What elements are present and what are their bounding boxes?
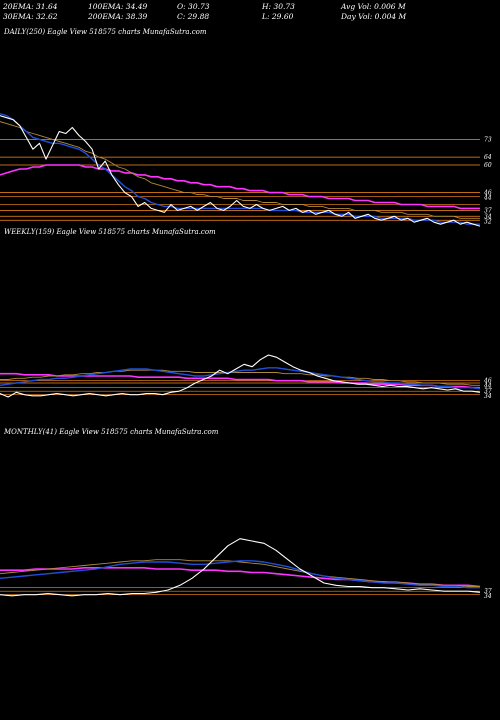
open-stat: O: 30.73 bbox=[177, 2, 210, 11]
daily-panel-title: DAILY(250) Eagle View 518575 charts Muna… bbox=[4, 28, 207, 36]
monthly-level-label: 34 bbox=[484, 593, 492, 600]
monthly-panel: MONTHLY(41) Eagle View 518575 charts Mun… bbox=[0, 426, 500, 626]
weekly-panel: WEEKLY(159) Eagle View 518575 charts Mun… bbox=[0, 226, 500, 426]
weekly-level-label: 44 bbox=[483, 383, 492, 390]
day-vol-stat: Day Vol: 0.004 M bbox=[341, 12, 407, 21]
low-stat: L: 29.60 bbox=[262, 12, 294, 21]
daily-ema-long-line bbox=[0, 164, 480, 210]
ema200-stat: 200EMA: 38.39 bbox=[88, 12, 148, 21]
daily-level-label: 32 bbox=[484, 218, 492, 225]
ema20-stat: 20EMA: 31.64 bbox=[3, 2, 58, 11]
high-stat: H: 30.73 bbox=[262, 2, 295, 11]
weekly-level-label: 37 bbox=[484, 388, 492, 395]
weekly-panel-title: WEEKLY(159) Eagle View 518575 charts Mun… bbox=[4, 228, 216, 236]
monthly-ema-short-line bbox=[0, 560, 480, 589]
weekly-ema-mid-line bbox=[0, 369, 480, 386]
stats-header: 20EMA: 31.64 100EMA: 34.49 O: 30.73 H: 3… bbox=[0, 0, 500, 24]
weekly-level-label: 34 bbox=[484, 393, 492, 400]
daily-level-label: 73 bbox=[484, 136, 492, 143]
monthly-price-line bbox=[0, 538, 481, 597]
weekly-ema-short-line bbox=[0, 367, 481, 390]
daily-level-label: 34 bbox=[484, 213, 492, 220]
weekly-level-label: 46 bbox=[483, 378, 492, 385]
monthly-panel-title: MONTHLY(41) Eagle View 518575 charts Mun… bbox=[4, 428, 219, 436]
daily-level-label: 60 bbox=[484, 162, 492, 169]
monthly-level-label: 37 bbox=[484, 588, 492, 595]
daily-level-label: 37 bbox=[484, 207, 492, 214]
daily-ema-mid-line bbox=[0, 121, 480, 219]
daily-level-label: 64 bbox=[484, 154, 492, 161]
daily-level-label: 46 bbox=[483, 190, 492, 197]
close-stat: C: 29.88 bbox=[177, 12, 210, 21]
daily-panel: DAILY(250) Eagle View 518575 charts Muna… bbox=[0, 26, 500, 227]
monthly-ema-mid-line bbox=[0, 559, 480, 587]
daily-ema-short-line bbox=[0, 113, 480, 225]
daily-level-label: 44 bbox=[483, 195, 492, 202]
ema100-stat: 100EMA: 34.49 bbox=[88, 2, 148, 11]
daily-price-line bbox=[0, 115, 481, 227]
avg-vol-stat: Avg Vol: 0.006 M bbox=[341, 2, 406, 11]
weekly-price-line bbox=[0, 354, 481, 398]
ema30-stat: 30EMA: 32.62 bbox=[3, 12, 58, 21]
